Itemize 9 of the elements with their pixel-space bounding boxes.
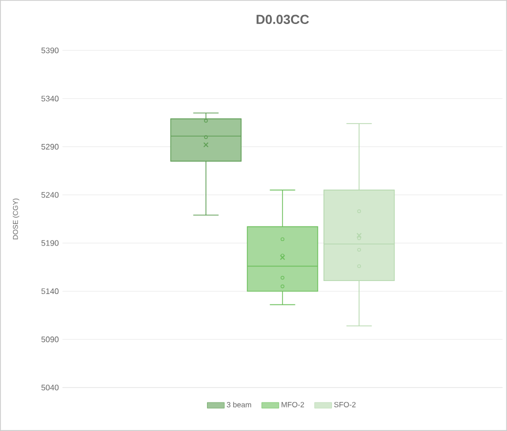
y-tick-label: 5090 (41, 336, 59, 342)
chart-title: D0.03CC (256, 14, 309, 24)
y-tick-label: 5240 (41, 192, 59, 198)
y-tick-label: 5040 (41, 384, 59, 390)
y-tick-label: 5140 (41, 288, 59, 294)
y-tick-label: 5390 (41, 48, 59, 54)
y-tick-label: 5290 (41, 144, 59, 150)
y-tick-label: 5340 (41, 96, 59, 102)
y-tick-label: 5190 (41, 240, 59, 246)
